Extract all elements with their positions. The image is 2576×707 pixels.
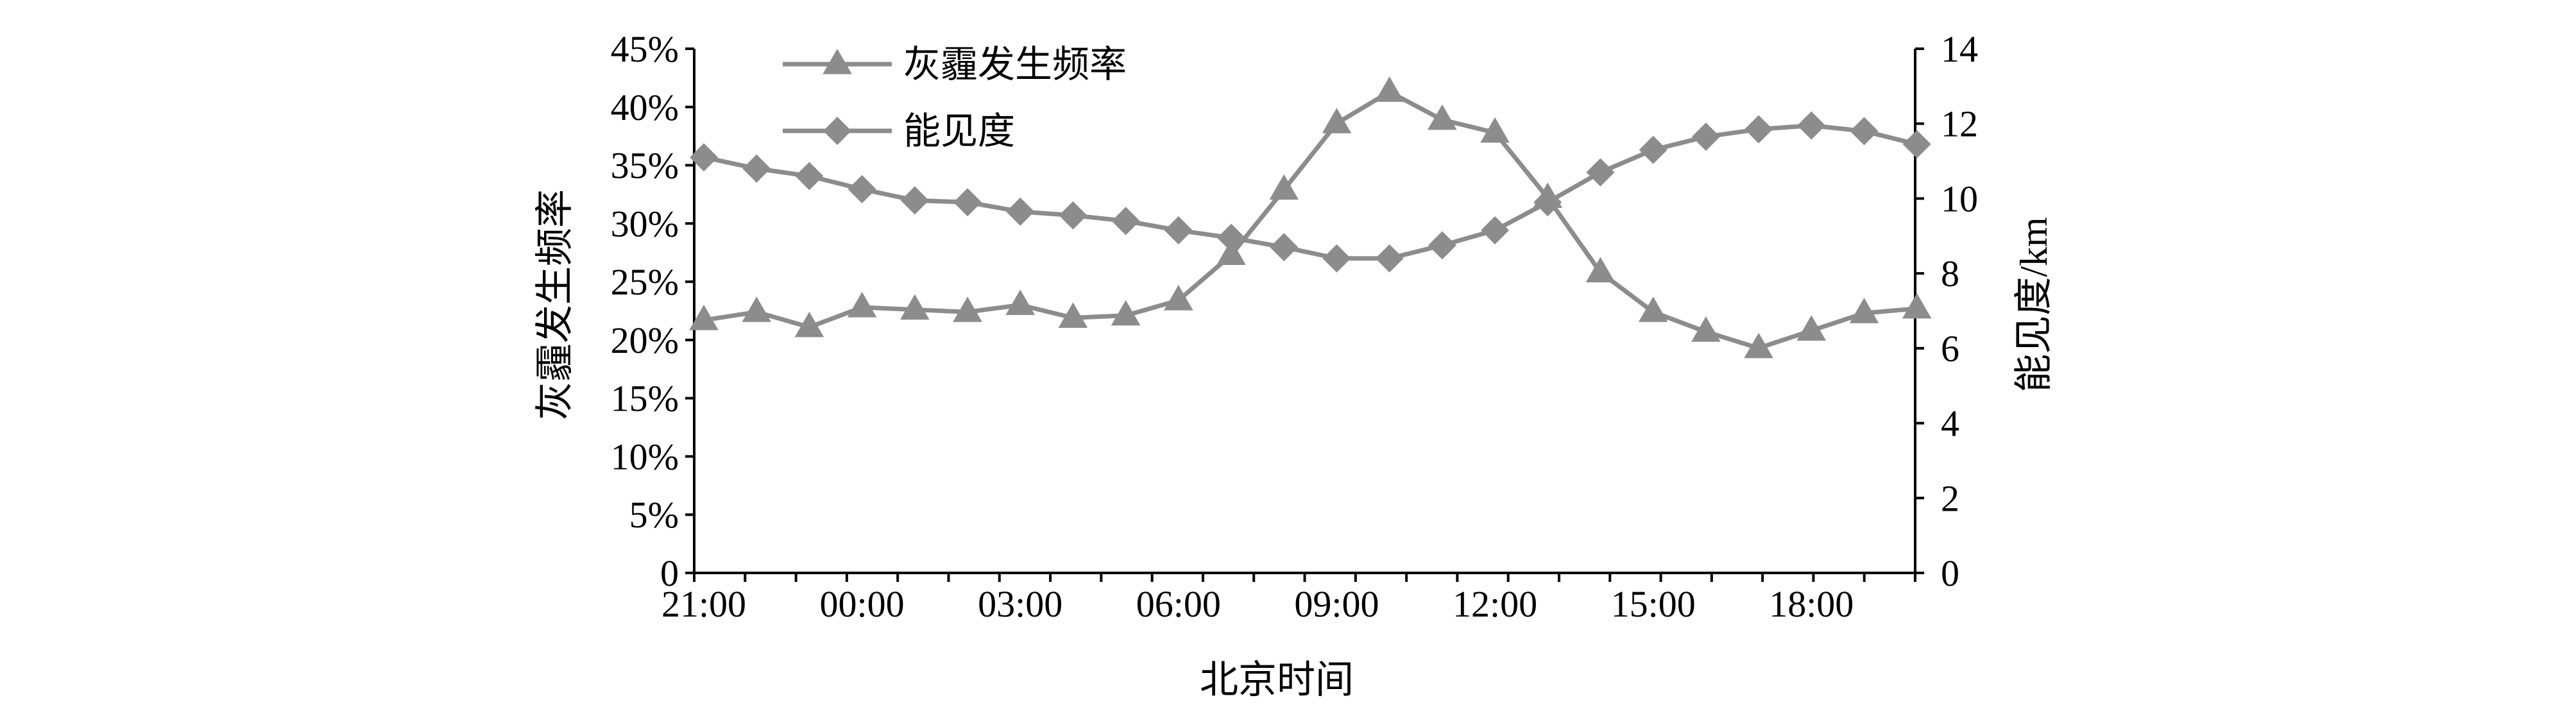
data-point-diamond — [1217, 223, 1246, 252]
left-y-tick-label: 25% — [611, 261, 679, 303]
data-point-diamond — [1744, 115, 1773, 144]
left-y-tick-label: 35% — [611, 145, 679, 187]
data-point-triangle — [847, 292, 877, 318]
data-point-diamond — [848, 175, 876, 203]
x-tick-label: 18:00 — [1769, 583, 1854, 625]
data-point-triangle — [1005, 289, 1036, 316]
data-point-triangle — [689, 305, 719, 330]
x-tick-label: 00:00 — [820, 583, 905, 625]
left-y-ticks: 0 5% 10% 15% 20% 25% 30% 35% 40% 45% — [611, 28, 694, 594]
data-point-triangle — [742, 296, 772, 322]
legend-label: 能见度 — [903, 109, 1015, 153]
data-point-triangle — [1374, 76, 1404, 102]
legend-label: 灰霾发生频率 — [903, 42, 1127, 86]
data-point-triangle — [794, 311, 824, 337]
left-y-tick-label: 30% — [611, 203, 679, 244]
data-point-diamond — [690, 143, 718, 172]
right-y-tick-label: 2 — [1941, 477, 1959, 519]
data-point-triangle — [1585, 257, 1616, 283]
right-y-tick-label: 12 — [1941, 103, 1978, 145]
right-y-axis-title: 能见度/km — [2013, 217, 2055, 392]
data-point-triangle — [1164, 285, 1193, 311]
data-point-diamond — [1164, 216, 1193, 245]
data-point-diamond — [1639, 135, 1668, 164]
x-tick-label: 15:00 — [1611, 583, 1696, 625]
data-point-diamond — [953, 188, 982, 217]
data-point-triangle — [1691, 316, 1721, 342]
data-point-triangle — [1269, 174, 1299, 200]
left-y-tick-label: 20% — [611, 319, 679, 361]
left-y-tick-label: 45% — [611, 28, 679, 70]
legend-marker-diamond — [823, 117, 851, 145]
left-y-tick-label: 10% — [611, 436, 679, 477]
right-y-tick-label: 14 — [1941, 28, 1978, 70]
data-point-triangle — [1744, 332, 1773, 359]
data-point-diamond — [1270, 233, 1299, 262]
data-point-diamond — [742, 154, 771, 183]
data-point-triangle — [1480, 117, 1510, 143]
data-point-diamond — [1006, 197, 1035, 226]
left-y-tick-label: 15% — [611, 378, 679, 420]
data-point-diamond — [1902, 130, 1931, 158]
data-point-triangle — [1902, 293, 1932, 319]
data-point-diamond — [1691, 123, 1720, 151]
right-y-ticks: 0 2 4 6 8 10 12 14 — [1915, 28, 1978, 594]
x-tick-label: 06:00 — [1136, 583, 1221, 625]
left-y-tick-label: 0 — [660, 552, 679, 594]
right-y-tick-label: 6 — [1941, 328, 1959, 370]
data-point-triangle — [1428, 104, 1457, 130]
axes — [693, 49, 1916, 574]
right-y-tick-label: 8 — [1941, 253, 1959, 294]
data-point-diamond — [1797, 111, 1826, 140]
data-point-diamond — [1481, 216, 1510, 245]
data-point-diamond — [1375, 244, 1404, 273]
data-point-triangle — [953, 296, 982, 322]
x-ticks: 21:00 00:00 03:00 06:00 09:00 12:00 15:00 18:00 — [661, 573, 1916, 625]
data-point-triangle — [1216, 239, 1246, 265]
x-axis-title: 北京时间 — [1200, 658, 1354, 703]
series-line-diamond — [703, 123, 1918, 261]
data-point-triangle — [1849, 298, 1879, 323]
data-point-triangle — [1638, 296, 1668, 322]
data-point-diamond — [1322, 244, 1351, 273]
legend-marker-triangle — [823, 49, 852, 74]
left-y-tick-label: 5% — [629, 494, 679, 536]
x-tick-label: 09:00 — [1294, 583, 1379, 625]
right-y-tick-label: 10 — [1941, 178, 1978, 219]
x-tick-label: 12:00 — [1453, 583, 1537, 625]
data-point-triangle — [900, 294, 930, 320]
data-point-triangle — [1111, 300, 1141, 326]
left-y-tick-label: 40% — [611, 87, 679, 128]
data-point-diamond — [1586, 158, 1615, 187]
series-group — [689, 76, 1932, 359]
data-point-diamond — [1111, 207, 1140, 235]
data-point-triangle — [1322, 108, 1352, 133]
right-y-tick-label: 4 — [1941, 403, 1959, 445]
data-point-diamond — [900, 186, 929, 215]
right-y-tick-label: 0 — [1941, 552, 1959, 594]
data-point-diamond — [1059, 201, 1088, 230]
data-point-diamond — [1428, 231, 1456, 260]
data-point-diamond — [795, 162, 824, 191]
left-y-axis-title: 灰霾发生频率 — [533, 189, 577, 420]
data-point-triangle — [1058, 302, 1088, 328]
data-point-diamond — [1850, 117, 1879, 146]
data-point-diamond — [1533, 188, 1562, 217]
x-tick-label: 21:00 — [661, 583, 746, 625]
x-tick-label: 03:00 — [978, 583, 1062, 625]
data-point-triangle — [1796, 315, 1827, 341]
